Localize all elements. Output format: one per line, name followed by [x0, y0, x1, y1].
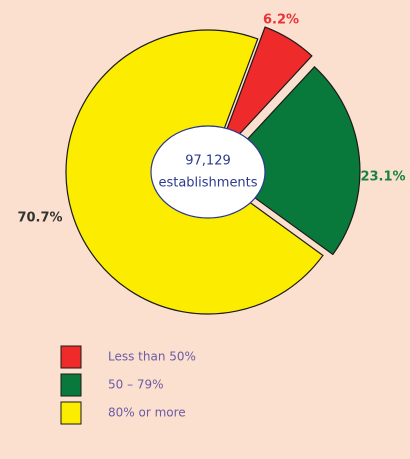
legend-label: 80% or more: [108, 406, 186, 420]
center-text: establishments: [158, 176, 257, 191]
value-label: 23.1%: [360, 170, 405, 185]
center-hole: [150, 125, 266, 219]
legend-swatch: [60, 345, 82, 369]
value-label: 6.2%: [263, 13, 299, 28]
legend-label: Less than 50%: [108, 350, 196, 364]
legend-swatch: [60, 373, 82, 397]
center-number: 97,129: [185, 154, 231, 169]
value-label: 70.7%: [17, 211, 62, 226]
legend-label: 50 – 79%: [108, 378, 164, 392]
legend-swatch: [60, 401, 82, 425]
